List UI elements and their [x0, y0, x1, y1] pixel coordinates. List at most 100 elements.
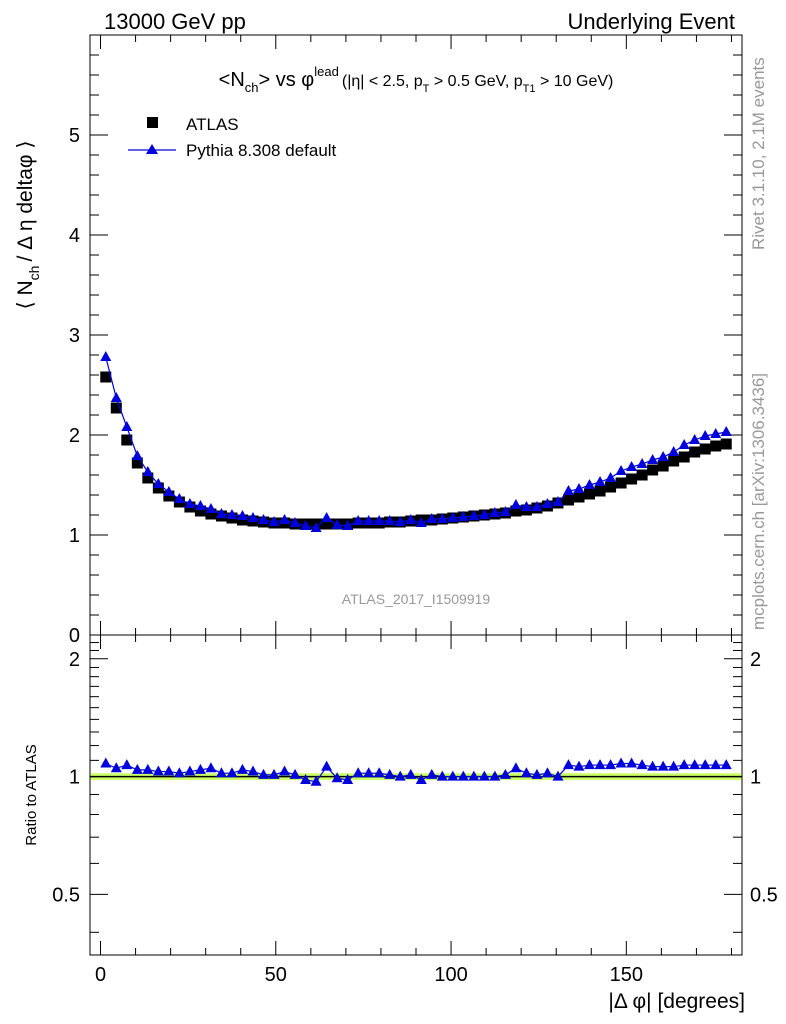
ratio-pythia-point	[142, 763, 154, 774]
ratio-pythia-point	[541, 767, 553, 778]
ratio-pythia-point	[594, 759, 606, 770]
main-data-marks	[100, 351, 732, 532]
pythia-point	[447, 512, 459, 522]
pythia-point	[552, 496, 564, 506]
main-title: <Nch> vs φlead(|η| < 2.5, pT > 0.5 GeV, …	[219, 64, 614, 95]
atlas-point	[321, 518, 333, 530]
ylabel-a: ⟨ N	[14, 280, 37, 309]
atlas-point	[594, 485, 606, 497]
atlas-point	[110, 402, 122, 414]
ratio-pythia-point	[279, 765, 291, 776]
ratio-pythia-point	[131, 763, 143, 774]
pythia-point	[321, 512, 333, 522]
ratio-pythia-point	[531, 768, 543, 779]
x-tick-label: 50	[265, 964, 287, 986]
pythia-point	[279, 514, 291, 524]
title-cut2-sub: T1	[523, 83, 536, 95]
legend-pythia-marker	[146, 144, 158, 154]
pythia-point	[668, 446, 680, 456]
ratio-pythia-point	[520, 767, 532, 778]
atlas-point	[720, 438, 732, 450]
pythia-point	[436, 513, 448, 523]
pythia-point	[615, 465, 627, 475]
pythia-point	[562, 485, 574, 495]
ratio-pythia-point	[510, 762, 522, 773]
pythia-point	[499, 506, 511, 516]
pythia-point	[605, 472, 617, 482]
title-cut1: (|η| < 2.5, p	[342, 73, 423, 90]
pythia-point	[100, 351, 112, 361]
pythia-point	[173, 493, 185, 503]
ratio-pythia-point	[321, 760, 333, 771]
atlas-point	[205, 508, 217, 520]
ratio-pythia-point	[310, 775, 322, 786]
pythia-point	[268, 516, 280, 526]
ratio-pythia-point	[152, 765, 164, 776]
pythia-point	[573, 483, 585, 493]
pythia-point	[131, 450, 143, 460]
atlas-point	[584, 488, 596, 500]
ratio-pythia-point	[552, 770, 564, 781]
atlas-point	[657, 460, 669, 472]
atlas-point	[710, 440, 722, 452]
pythia-point	[699, 430, 711, 440]
atlas-point	[121, 434, 133, 446]
pythia-point	[300, 520, 312, 530]
atlas-point	[636, 469, 648, 481]
main-y-tick-label: 0	[69, 625, 80, 647]
pythia-point	[710, 428, 722, 438]
ratio-pythia-point	[384, 768, 396, 779]
pythia-point	[531, 501, 543, 511]
ratio-pythia-point	[478, 770, 490, 781]
ratio-pythia-point	[436, 770, 448, 781]
ratio-pythia-point	[184, 765, 196, 776]
pythia-point	[152, 478, 164, 488]
atlas-point	[678, 451, 690, 463]
pythia-point	[342, 520, 354, 530]
ratio-pythia-point	[226, 767, 238, 778]
legend: ATLAS Pythia 8.308 default	[128, 115, 337, 160]
ratio-pythia-point	[720, 759, 732, 770]
atlas-point	[142, 472, 154, 484]
ratio-pythia-point	[110, 762, 122, 773]
pythia-point	[405, 514, 417, 524]
title-cut1-sub: T	[423, 83, 430, 95]
title-main-sub: ch	[245, 80, 259, 95]
ratio-pythia-point	[268, 768, 280, 779]
pythia-line	[105, 356, 727, 529]
main-y-tick-label: 1	[69, 525, 80, 547]
ratio-pythia-point	[447, 770, 459, 781]
x-tick-label: 150	[610, 964, 643, 986]
atlas-point	[100, 371, 112, 383]
pythia-point	[489, 507, 501, 517]
analysis-watermark: ATLAS_2017_I1509919	[342, 591, 491, 607]
atlas-point	[689, 446, 701, 458]
pythia-point	[520, 501, 532, 511]
pythia-point	[678, 439, 690, 449]
atlas-point	[562, 494, 574, 506]
ylabel-sub: ch	[26, 266, 42, 281]
ratio-pythia-point	[352, 767, 364, 778]
ratio-y-tick-label: 0.5	[52, 884, 80, 906]
ratio-pythia-point	[426, 768, 438, 779]
ratio-pythia-point	[363, 767, 375, 778]
ratio-pythia-point	[258, 768, 270, 779]
main-axes: 0 1 2 3 4 5	[69, 35, 742, 647]
header-right: Underlying Event	[567, 9, 735, 34]
atlas-point	[573, 491, 585, 503]
pythia-point	[142, 466, 154, 476]
ratio-pythia-point	[605, 759, 617, 770]
ratio-pythia-point	[668, 760, 680, 771]
atlas-point	[668, 455, 680, 467]
ratio-pythia-point	[415, 773, 427, 784]
ratio-pythia-point	[457, 770, 469, 781]
pythia-point	[226, 509, 238, 519]
pythia-point	[363, 515, 375, 525]
pythia-point	[215, 508, 227, 518]
pythia-point	[689, 434, 701, 444]
ratio-pythia-point	[236, 763, 248, 774]
ratio-pythia-point	[657, 760, 669, 771]
pythia-point	[541, 498, 553, 508]
pythia-point	[236, 510, 248, 520]
